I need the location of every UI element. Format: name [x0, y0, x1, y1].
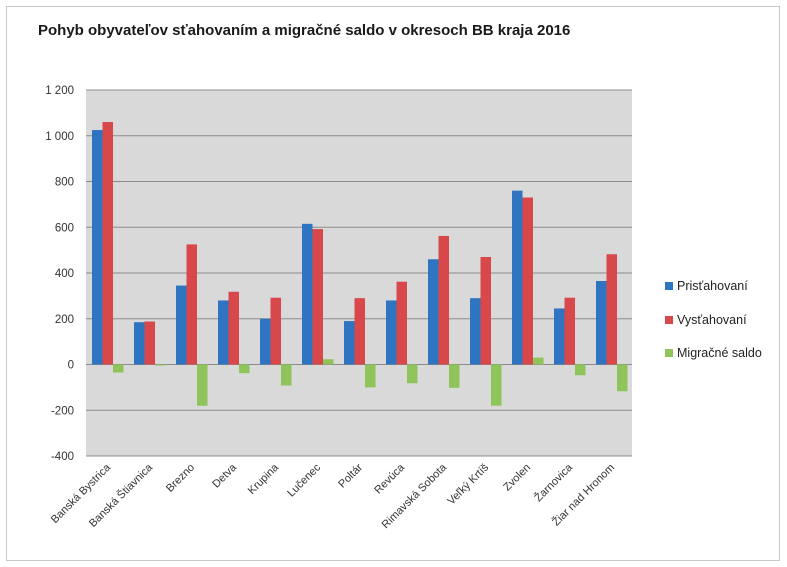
bar-prisťahovaní — [176, 285, 187, 365]
bar-prisťahovaní — [344, 321, 355, 365]
legend-swatch — [665, 316, 673, 324]
y-tick-label: 800 — [55, 177, 74, 189]
bar-migračné-saldo — [197, 364, 208, 406]
x-tick-label: Zvolen — [501, 462, 533, 494]
bar-vysťahovaní — [480, 256, 491, 365]
legend-label: Migračné saldo — [677, 346, 762, 360]
bar-vysťahovaní — [522, 197, 533, 365]
y-tick-label: -400 — [51, 451, 74, 463]
bar-vysťahovaní — [270, 297, 281, 365]
bar-prisťahovaní — [218, 300, 229, 365]
bar-vysťahovaní — [102, 122, 113, 365]
bar-prisťahovaní — [428, 259, 439, 365]
x-tick-label: Lučenec — [285, 461, 323, 499]
x-tick-label: Krupina — [246, 461, 282, 497]
bar-migračné-saldo — [365, 364, 376, 388]
x-tick-label: Brezno — [164, 462, 197, 495]
bar-vysťahovaní — [354, 298, 365, 365]
legend-label: Vysťahovaní — [677, 313, 747, 327]
bar-migračné-saldo — [113, 364, 124, 373]
y-tick-label: 600 — [55, 222, 74, 234]
bar-vysťahovaní — [186, 244, 197, 365]
bar-migračné-saldo — [449, 364, 460, 388]
y-tick-label: -200 — [51, 405, 74, 417]
bar-prisťahovaní — [554, 308, 565, 365]
bar-migračné-saldo — [491, 364, 502, 406]
y-tick-label: 1 200 — [45, 85, 74, 97]
bar-migračné-saldo — [281, 364, 292, 386]
bar-prisťahovaní — [92, 130, 103, 365]
legend-label: Prisťahovaní — [677, 279, 748, 293]
bar-vysťahovaní — [396, 281, 407, 365]
x-tick-label: Veľký Krtíš — [445, 461, 491, 507]
y-tick-label: 200 — [55, 314, 74, 326]
bar-prisťahovaní — [302, 223, 313, 365]
y-tick-label: 0 — [68, 360, 74, 372]
bar-vysťahovaní — [228, 291, 239, 365]
y-tick-label: 400 — [55, 268, 74, 280]
bar-vysťahovaní — [606, 254, 617, 365]
bar-prisťahovaní — [260, 318, 271, 365]
y-tick-label: 1 000 — [45, 131, 74, 143]
x-tick-label: Poltár — [336, 461, 365, 490]
bar-migračné-saldo — [239, 364, 250, 374]
bar-migračné-saldo — [323, 359, 334, 365]
bar-prisťahovaní — [386, 300, 397, 365]
bar-vysťahovaní — [564, 297, 575, 365]
chart-title: Pohyb obyvateľov sťahovaním a migračné s… — [38, 22, 571, 39]
legend-swatch — [665, 282, 673, 290]
bar-prisťahovaní — [596, 281, 607, 365]
bar-vysťahovaní — [312, 229, 323, 365]
x-tick-label: Detva — [210, 461, 239, 490]
x-tick-label: Žarnovica — [532, 460, 576, 504]
bar-migračné-saldo — [407, 364, 418, 384]
bar-migračné-saldo — [617, 364, 628, 392]
bar-prisťahovaní — [134, 322, 145, 365]
bar-migračné-saldo — [575, 364, 586, 376]
x-tick-label: Revúca — [372, 461, 407, 496]
bar-migračné-saldo — [533, 357, 544, 365]
bar-prisťahovaní — [470, 298, 481, 365]
legend-swatch — [665, 349, 673, 357]
bar-vysťahovaní — [144, 321, 155, 365]
bar-prisťahovaní — [512, 190, 523, 365]
bar-vysťahovaní — [438, 235, 449, 365]
bar-migračné-saldo — [155, 364, 166, 366]
